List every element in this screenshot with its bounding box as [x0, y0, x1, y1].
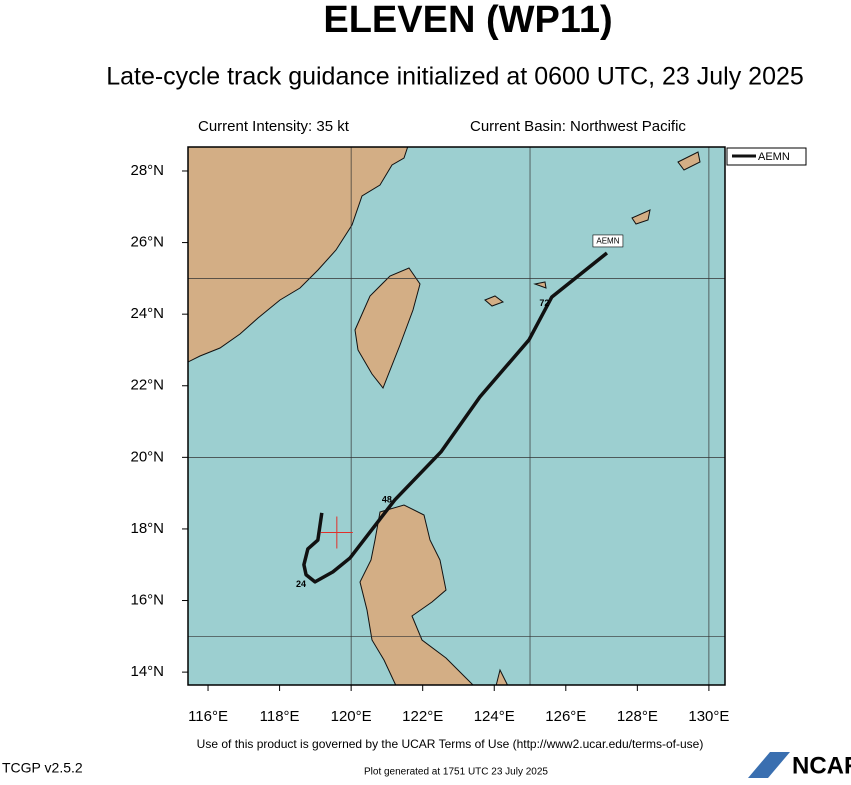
forecast-hour-label: 72	[539, 298, 549, 308]
logo: NCAR	[792, 752, 851, 779]
grid	[188, 147, 725, 685]
track: AEMN 24 48 72	[296, 234, 624, 589]
track-label: AEMN	[596, 237, 619, 246]
basin: Current Basin: Northwest Pacific	[470, 118, 686, 135]
legend	[726, 147, 807, 166]
y-tick-label: 24°N	[130, 305, 164, 322]
y-tick-label: 26°N	[130, 234, 164, 251]
x-tick-label: 122°E	[402, 708, 443, 725]
y-tick-label: 22°N	[130, 377, 164, 394]
chart-title: ELEVEN (WP11)	[323, 0, 612, 41]
x-tick-label: 120°E	[331, 708, 372, 725]
map: AEMN 24 48 72	[188, 147, 725, 685]
version: TCGP v2.5.2	[2, 760, 83, 776]
legend-label: AEMN	[758, 151, 790, 163]
y-tick-label: 18°N	[130, 520, 164, 537]
forecast-hour-label: 48	[382, 495, 392, 505]
chart-subtitle: Late-cycle track guidance initialized at…	[106, 63, 804, 91]
map-frame	[187, 146, 726, 686]
y-tick-label: 20°N	[130, 448, 164, 465]
land	[188, 147, 701, 685]
x-tick-label: 130°E	[688, 708, 729, 725]
forecast-hour-label: 24	[296, 579, 306, 589]
intensity: Current Intensity: 35 kt	[198, 118, 350, 135]
x-tick-label: 128°E	[617, 708, 658, 725]
y-tick-label: 16°N	[130, 591, 164, 608]
logo-mark	[748, 752, 790, 778]
x-tick-label: 118°E	[260, 708, 300, 725]
track-label-box	[592, 234, 624, 248]
y-tick-label: 28°N	[130, 162, 164, 179]
x-tick-label: 116°E	[188, 708, 228, 725]
footer: Use of this product is governed by the U…	[197, 737, 704, 751]
y-tick-label: 14°N	[130, 663, 164, 680]
generated: Plot generated at 1751 UTC 23 July 2025	[364, 767, 548, 778]
track-line	[302, 251, 609, 584]
x-tick-label: 124°E	[474, 708, 515, 725]
x-tick-label: 126°E	[545, 708, 586, 725]
